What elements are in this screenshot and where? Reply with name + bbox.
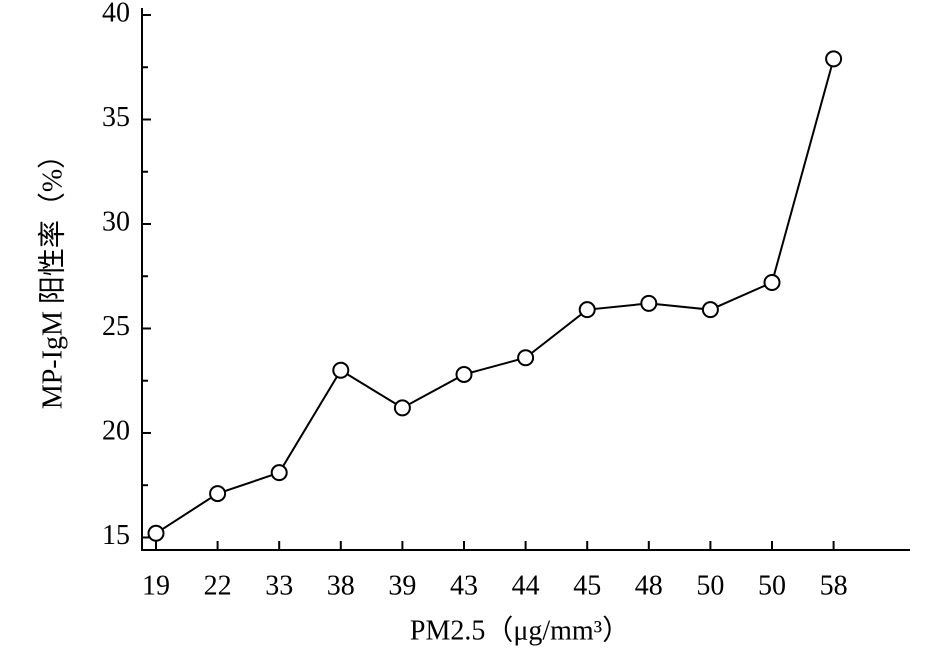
series-line: [155, 58, 835, 535]
x-tick-label: 45: [573, 570, 601, 601]
data-point: [147, 524, 165, 542]
y-tick-label: 25: [102, 311, 130, 342]
x-axis-label: PM2.5（μg/mm³）: [410, 614, 630, 646]
data-point: [455, 365, 473, 383]
data-point: [701, 301, 719, 319]
data-point: [517, 349, 535, 367]
y-axis-label: MP-IgM 阳性率（%）: [36, 141, 68, 409]
y-tick-label: 40: [102, 0, 130, 28]
data-point: [209, 485, 227, 503]
x-tick-label: 50: [758, 570, 786, 601]
y-tick-label: 30: [102, 206, 130, 237]
y-tick-label: 35: [102, 102, 130, 133]
x-tick-label: 44: [512, 570, 540, 601]
data-point: [763, 274, 781, 291]
x-tick-label: 39: [388, 570, 416, 601]
data-point: [640, 294, 658, 312]
data-point: [578, 301, 596, 319]
y-tick-label: 20: [102, 415, 130, 446]
x-tick-label: 50: [696, 570, 724, 601]
x-tick-label: 43: [450, 570, 478, 601]
x-tick-label: 19: [142, 570, 170, 601]
x-tick-label: 48: [635, 570, 663, 601]
data-point: [332, 361, 350, 379]
data-point: [825, 50, 843, 68]
x-tick-label: 38: [327, 570, 355, 601]
data-point: [393, 399, 411, 417]
x-tick-label: 22: [204, 570, 232, 601]
x-tick-label: 58: [820, 570, 848, 601]
data-point: [270, 464, 288, 482]
x-tick-label: 33: [265, 570, 293, 601]
y-tick-label: 15: [102, 520, 130, 551]
